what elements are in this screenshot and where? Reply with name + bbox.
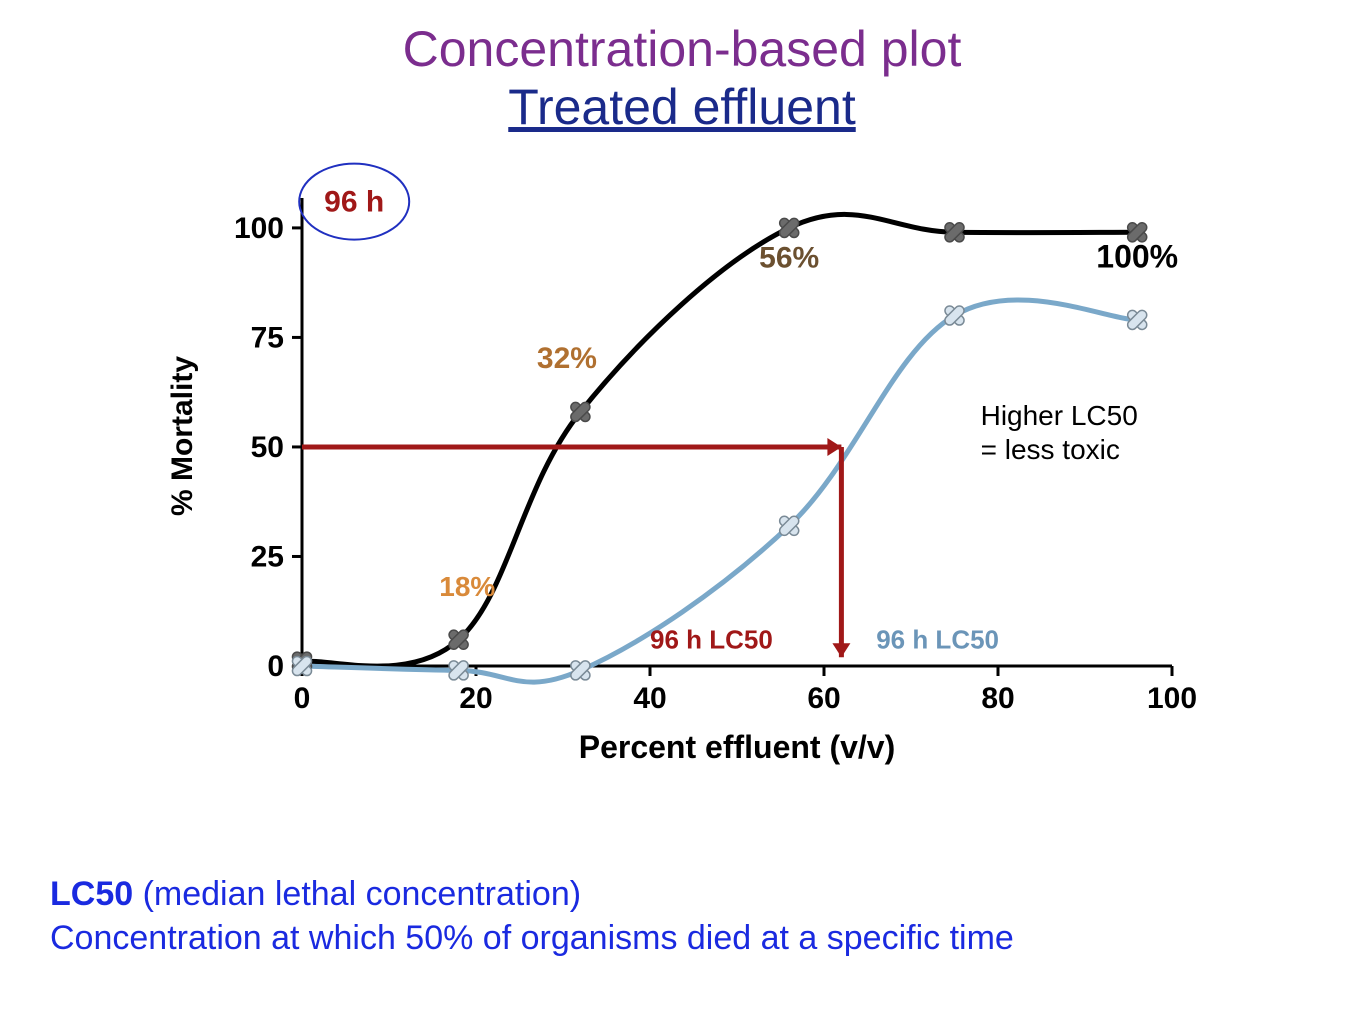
svg-text:25: 25 [251, 540, 284, 573]
footer-rest1: (median lethal concentration) [133, 875, 581, 913]
svg-text:= less toxic: = less toxic [981, 434, 1120, 465]
footer-bold: LC50 [50, 875, 133, 913]
svg-text:50: 50 [251, 431, 284, 464]
svg-text:96 h: 96 h [324, 186, 384, 219]
chart-container: 0 25 50 75 100 0 20 40 60 80 100 Percent effluent (… [132, 156, 1232, 806]
svg-text:Percent effluent (v/v): Percent effluent (v/v) [579, 729, 896, 765]
svg-text:96 h LC50: 96 h LC50 [650, 624, 773, 654]
svg-text:100: 100 [234, 212, 284, 245]
svg-text:75: 75 [251, 321, 284, 354]
svg-text:Higher LC50: Higher LC50 [981, 400, 1138, 431]
svg-text:100: 100 [1147, 682, 1197, 715]
svg-text:96 h LC50: 96 h LC50 [876, 624, 999, 654]
svg-text:0: 0 [267, 650, 284, 683]
svg-text:40: 40 [633, 682, 666, 715]
sub-title: Treated effluent [0, 78, 1364, 136]
svg-text:% Mortality: % Mortality [166, 356, 199, 516]
footer-line2: Concentration at which 50% of organisms … [50, 919, 1014, 957]
svg-text:60: 60 [807, 682, 840, 715]
svg-text:0: 0 [294, 682, 311, 715]
main-title: Concentration-based plot [0, 20, 1364, 78]
svg-text:80: 80 [981, 682, 1014, 715]
svg-text:18%: 18% [439, 571, 495, 602]
svg-text:32%: 32% [537, 342, 597, 375]
footer-definition: LC50 (median lethal concentration) Conce… [50, 872, 1014, 960]
svg-text:100%: 100% [1096, 238, 1178, 274]
svg-text:56%: 56% [759, 241, 819, 274]
svg-text:20: 20 [459, 682, 492, 715]
dose-response-chart: 0 25 50 75 100 0 20 40 60 80 100 Percent effluent (… [132, 156, 1232, 806]
